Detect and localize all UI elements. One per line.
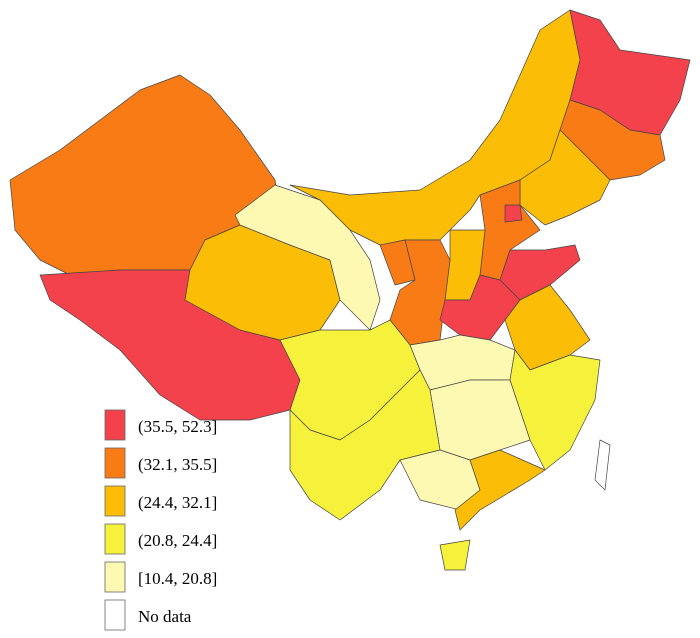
legend-swatch bbox=[104, 409, 126, 441]
legend-label: (20.8, 24.4] bbox=[138, 531, 217, 550]
legend-swatch bbox=[104, 561, 126, 593]
legend-swatch bbox=[104, 599, 126, 631]
ningxia bbox=[379, 239, 416, 286]
yunnan-guizhou bbox=[289, 369, 441, 521]
zhejiang-fujian bbox=[509, 349, 601, 471]
hainan bbox=[439, 539, 471, 571]
legend-label: [10.4, 20.8] bbox=[138, 569, 217, 588]
taiwan bbox=[594, 439, 611, 491]
legend-swatch bbox=[104, 523, 126, 555]
legend-label: No data bbox=[138, 607, 192, 626]
legend-swatch bbox=[104, 447, 126, 479]
gansu bbox=[234, 184, 381, 331]
legend-label: (35.5, 52.3] bbox=[138, 417, 217, 436]
legend: (35.5, 52.3] (32.1, 35.5] (24.4, 32.1] (20.… bbox=[104, 409, 217, 631]
legend-label: (32.1, 35.5] bbox=[138, 455, 217, 474]
beijing bbox=[504, 204, 523, 223]
provinces bbox=[9, 9, 691, 571]
legend-label: (24.4, 32.1] bbox=[138, 493, 217, 512]
guangdong bbox=[454, 449, 546, 531]
legend-swatch bbox=[104, 485, 126, 517]
